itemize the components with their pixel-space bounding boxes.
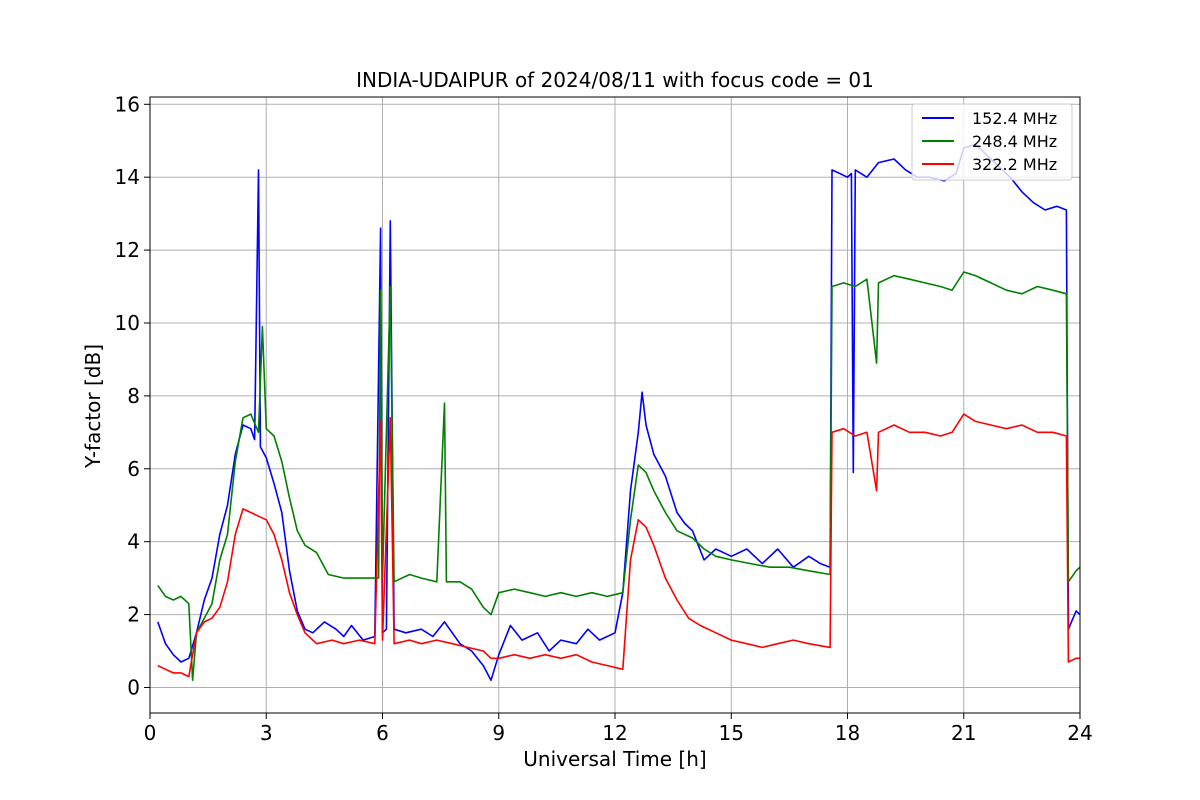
x-axis-label: Universal Time [h] [523, 747, 706, 771]
x-tick-label: 12 [602, 721, 627, 745]
legend-label: 322.2 MHz [972, 155, 1057, 174]
x-tick-label: 18 [835, 721, 860, 745]
legend: 152.4 MHz 248.4 MHz 322.2 MHz [911, 103, 1073, 181]
x-tick-label: 6 [376, 721, 389, 745]
y-tick-label: 6 [127, 457, 140, 481]
legend-label: 248.4 MHz [972, 132, 1057, 151]
y-tick-label: 2 [127, 603, 140, 627]
x-tick-label: 0 [144, 721, 157, 745]
legend-box [911, 103, 1073, 181]
y-axis-label: Y-factor [dB] [81, 344, 105, 469]
y-tick-label: 16 [115, 92, 140, 116]
y-tick-label: 0 [127, 675, 140, 699]
series-line-3 [157, 413, 1080, 678]
series-line-2 [157, 271, 1081, 681]
x-tick-label: 9 [492, 721, 505, 745]
y-tick-label: 14 [115, 165, 140, 189]
legend-label: 152.4 MHz [972, 109, 1057, 128]
x-tick-label: 15 [719, 721, 744, 745]
x-tick-label: 21 [951, 721, 976, 745]
y-tick-label: 8 [127, 384, 140, 408]
x-tick-label: 24 [1067, 721, 1092, 745]
y-tick-label: 10 [115, 311, 140, 335]
y-tick-label: 4 [127, 530, 140, 554]
chart-title: INDIA-UDAIPUR of 2024/08/11 with focus c… [356, 68, 874, 92]
x-tick-label: 3 [260, 721, 273, 745]
y-tick-label: 12 [115, 238, 140, 262]
